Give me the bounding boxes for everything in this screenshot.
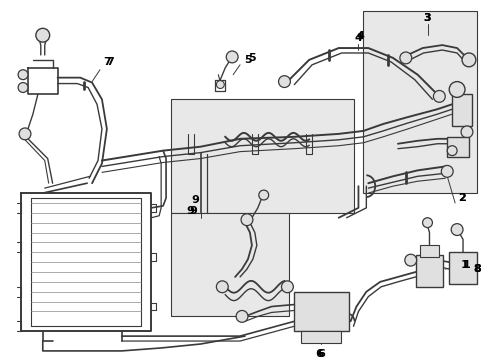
Text: 5: 5 <box>248 53 256 63</box>
Bar <box>447 137 469 157</box>
Circle shape <box>217 81 224 89</box>
Circle shape <box>405 254 416 266</box>
Circle shape <box>19 128 31 140</box>
Circle shape <box>451 224 463 235</box>
Text: 3: 3 <box>424 13 431 23</box>
Circle shape <box>259 190 269 200</box>
Text: 7: 7 <box>103 57 111 67</box>
Bar <box>452 94 472 126</box>
Circle shape <box>36 28 49 42</box>
Bar <box>364 10 477 193</box>
Text: 8: 8 <box>473 264 481 274</box>
Text: 9: 9 <box>192 195 199 205</box>
Circle shape <box>226 51 238 63</box>
Text: 2: 2 <box>458 193 466 203</box>
Text: 1: 1 <box>463 260 471 270</box>
Circle shape <box>217 281 228 293</box>
Circle shape <box>18 70 28 80</box>
Circle shape <box>18 82 28 93</box>
Text: 8: 8 <box>473 264 481 274</box>
Bar <box>449 252 477 284</box>
Text: 3: 3 <box>424 13 431 23</box>
Bar <box>301 331 341 343</box>
Text: 4: 4 <box>354 33 363 43</box>
Circle shape <box>400 52 412 64</box>
Bar <box>171 99 353 213</box>
Text: 2: 2 <box>458 193 466 203</box>
Text: 7: 7 <box>106 57 114 67</box>
Text: 6: 6 <box>317 349 325 359</box>
Circle shape <box>449 82 465 97</box>
Circle shape <box>462 53 476 67</box>
Bar <box>294 292 348 331</box>
Circle shape <box>236 310 248 322</box>
Bar <box>171 213 290 316</box>
Circle shape <box>447 146 457 156</box>
Circle shape <box>434 90 445 102</box>
Circle shape <box>278 76 291 87</box>
Circle shape <box>441 166 453 177</box>
Text: 5: 5 <box>244 55 252 65</box>
Circle shape <box>241 214 253 226</box>
Text: 1: 1 <box>461 260 469 270</box>
Circle shape <box>461 126 473 138</box>
Text: 4: 4 <box>357 31 365 41</box>
Circle shape <box>281 281 294 293</box>
Bar <box>416 255 443 287</box>
Text: 9: 9 <box>187 206 195 216</box>
Bar <box>419 246 440 257</box>
Circle shape <box>422 218 433 228</box>
Text: 6: 6 <box>315 349 323 359</box>
Text: 9: 9 <box>190 206 197 216</box>
